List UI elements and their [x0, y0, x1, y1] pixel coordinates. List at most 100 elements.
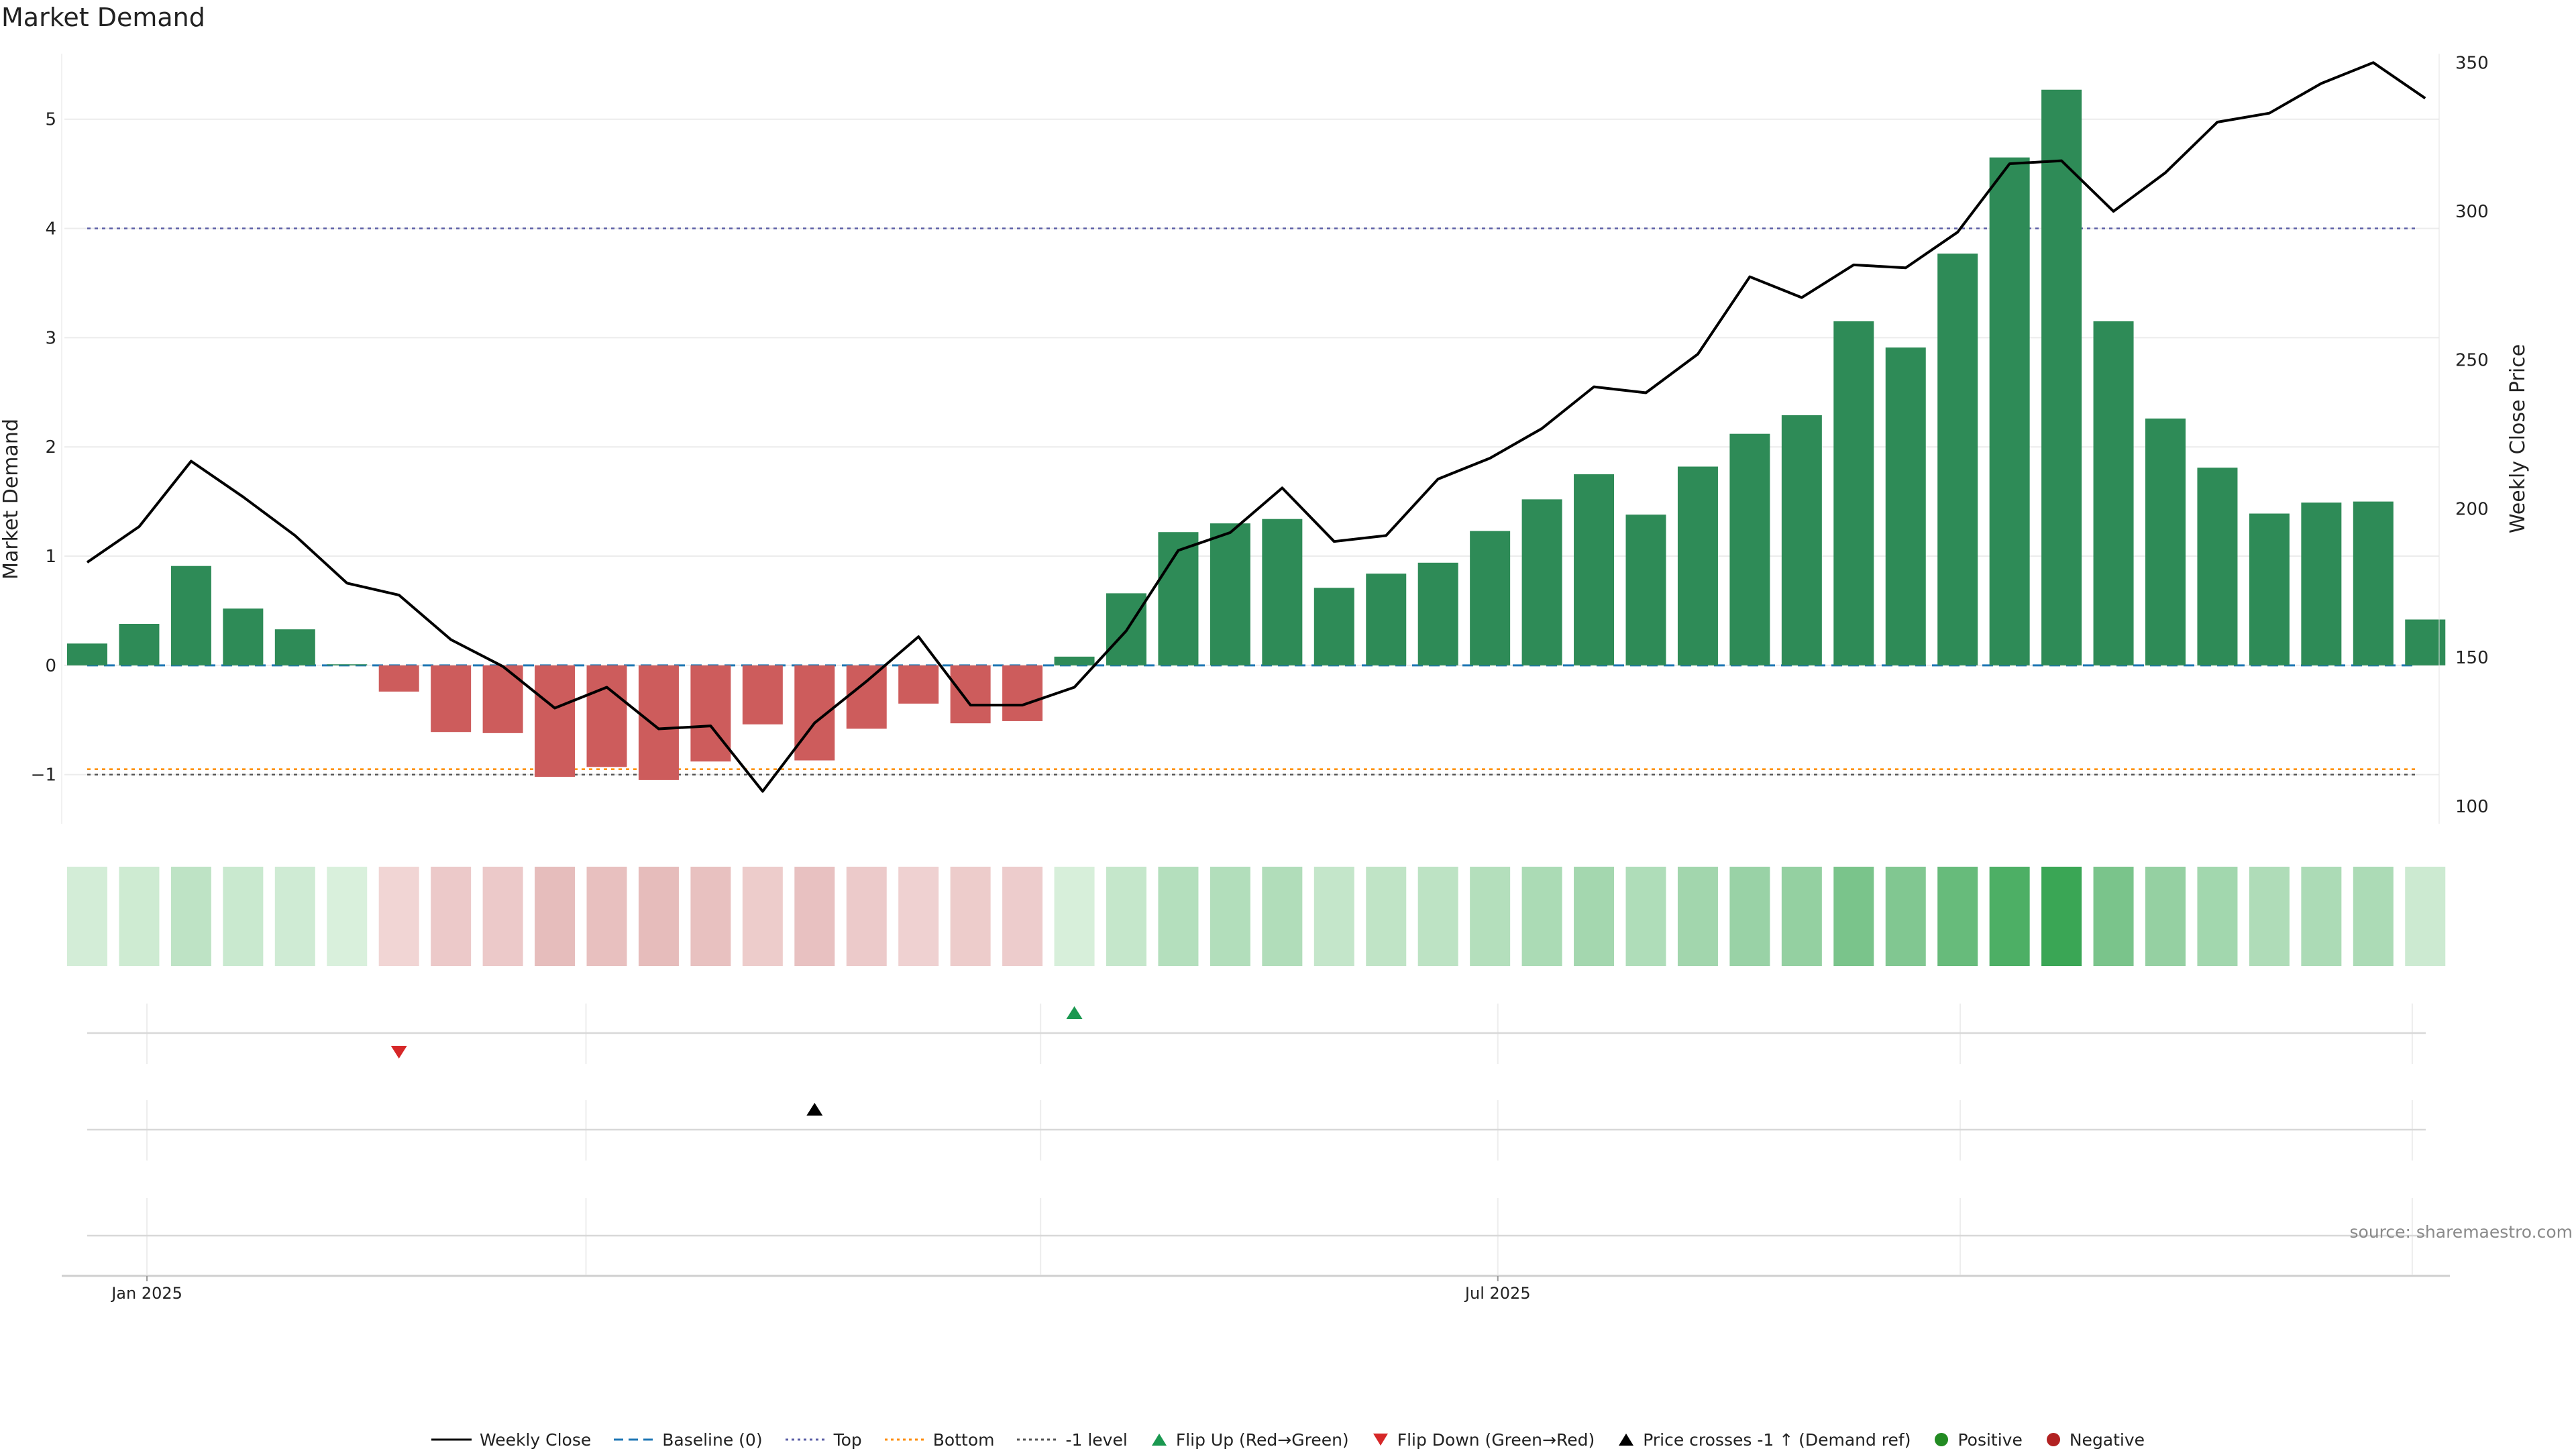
- time-axis: Jan 2025 Jul 2025: [62, 1275, 2450, 1303]
- left-tick-label: 4: [45, 219, 56, 239]
- heat-cell: [586, 867, 627, 966]
- demand-bar: [742, 665, 783, 724]
- legend-item-minus-one-level: -1 level: [1017, 1430, 1128, 1450]
- demand-bar: [67, 643, 107, 665]
- heat-cell: [1158, 867, 1199, 966]
- legend-item-negative: Negative: [2045, 1430, 2145, 1450]
- demand-bar: [431, 665, 472, 733]
- heat-cell: [1002, 867, 1043, 966]
- heat-cell: [794, 867, 835, 966]
- demand-bar: [1002, 665, 1043, 721]
- heat-cell: [2353, 867, 2394, 966]
- demand-bar: [1781, 415, 1822, 665]
- legend-item-price-cross: Price crosses -1 ↑ (Demand ref): [1617, 1430, 1911, 1450]
- demand-bar: [638, 665, 679, 780]
- demand-bar: [1210, 523, 1250, 665]
- solid-line-icon: [431, 1438, 472, 1441]
- heat-cell: [2197, 867, 2238, 966]
- heat-cell: [1937, 867, 1978, 966]
- heat-cell: [2249, 867, 2290, 966]
- heat-strip: [67, 867, 2446, 966]
- heat-cell: [1574, 867, 1615, 966]
- heat-cell: [535, 867, 576, 966]
- legend-item-baseline: Baseline (0): [614, 1430, 763, 1450]
- right-axis-label: Weekly Close Price: [2506, 344, 2530, 533]
- legend-label: Flip Up (Red→Green): [1175, 1430, 1349, 1450]
- heat-cell: [431, 867, 472, 966]
- price-cross-marker: [806, 1103, 823, 1116]
- demand-bar: [1521, 499, 1562, 665]
- demand-bar: [2145, 418, 2186, 665]
- demand-bar: [1677, 466, 1718, 665]
- heat-cell: [1625, 867, 1666, 966]
- heat-cell: [327, 867, 368, 966]
- heat-cell: [1677, 867, 1718, 966]
- demand-bar: [1158, 532, 1199, 665]
- grid-layer: [64, 118, 2439, 775]
- demand-bar: [1262, 519, 1303, 665]
- demand-bar: [535, 665, 576, 777]
- heat-cell: [67, 867, 107, 966]
- demand-bar: [327, 664, 368, 665]
- heat-cell: [1989, 867, 2030, 966]
- legend-label: Weekly Close: [479, 1430, 592, 1450]
- demand-bar: [223, 608, 264, 665]
- axes: −1 0 1 2 3 4 5 100 150 200 250 300 350 Market Demand W…: [0, 53, 2530, 824]
- demand-bar: [846, 665, 887, 729]
- legend-item-positive: Positive: [1933, 1430, 2023, 1450]
- heat-cell: [482, 867, 523, 966]
- left-axis-label: Market Demand: [0, 419, 23, 580]
- heat-cell: [1729, 867, 1770, 966]
- legend-label: Bottom: [932, 1430, 995, 1450]
- demand-bar: [119, 624, 160, 665]
- dotted-line-icon: [1017, 1438, 1058, 1441]
- heat-cell: [2041, 867, 2082, 966]
- legend-item-top: Top: [785, 1430, 862, 1450]
- left-tick-label: 0: [45, 656, 56, 676]
- demand-bar: [1313, 588, 1354, 665]
- legend-label: Positive: [1957, 1430, 2023, 1450]
- legend-item-weekly-close: Weekly Close: [431, 1430, 591, 1450]
- left-tick-label: 3: [45, 328, 56, 348]
- demand-bar: [1989, 157, 2030, 665]
- heat-cell: [950, 867, 991, 966]
- demand-bar: [950, 665, 991, 724]
- heat-cell: [1417, 867, 1458, 966]
- source-note: source: sharemaestro.com: [2349, 1222, 2573, 1242]
- demand-bar: [2249, 513, 2290, 665]
- triangle-up-icon: [1151, 1434, 1167, 1446]
- heat-cell: [1833, 867, 1874, 966]
- heat-cell: [690, 867, 731, 966]
- flip-up-marker: [1066, 1006, 1083, 1019]
- circle-icon: [2046, 1433, 2060, 1446]
- heat-cell: [274, 867, 315, 966]
- heat-cell: [638, 867, 679, 966]
- heat-cell: [846, 867, 887, 966]
- time-tick-label: Jul 2025: [1464, 1284, 1531, 1303]
- demand-bar: [2353, 501, 2394, 665]
- heat-cell: [1106, 867, 1146, 966]
- heat-cell: [1885, 867, 1926, 966]
- left-tick-label: 1: [45, 547, 56, 567]
- demand-bar: [274, 629, 315, 665]
- right-tick-label: 350: [2455, 53, 2489, 73]
- demand-bar: [2405, 619, 2446, 665]
- triangle-down-icon: [1373, 1434, 1388, 1446]
- flip-down-marker: [390, 1046, 407, 1059]
- demand-bar: [2301, 502, 2342, 665]
- legend-item-flip-down: Flip Down (Green→Red): [1372, 1430, 1595, 1450]
- heat-cell: [1313, 867, 1354, 966]
- demand-bar: [482, 665, 523, 733]
- left-tick-label: 2: [45, 437, 56, 458]
- heat-cell: [1521, 867, 1562, 966]
- heat-cell: [1781, 867, 1822, 966]
- heat-cell: [223, 867, 264, 966]
- event-panels: [87, 1004, 2426, 1275]
- demand-bar: [1366, 574, 1407, 665]
- demand-bar: [1625, 515, 1666, 665]
- legend-label: Price crosses -1 ↑ (Demand ref): [1643, 1430, 1911, 1450]
- weekly-close-line: [86, 61, 2426, 793]
- heat-cell: [2405, 867, 2446, 966]
- demand-bar: [2197, 468, 2238, 665]
